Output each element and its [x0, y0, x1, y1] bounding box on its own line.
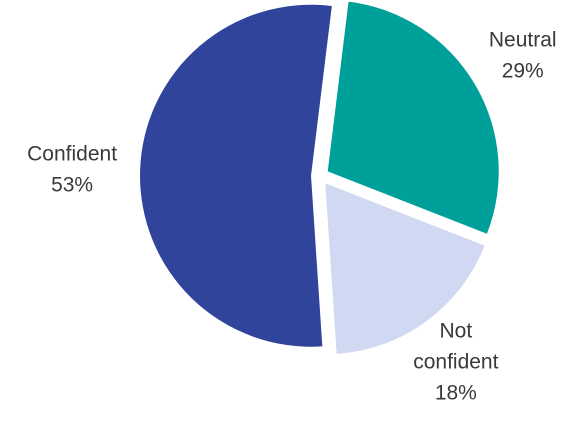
slice-category-label: Not — [439, 320, 472, 343]
slice-percent-label: 29% — [502, 60, 544, 83]
pie-labels: Neutral 29% Not confident 18% Confident 53% — [27, 29, 556, 405]
pie-slice — [140, 4, 332, 347]
pie-slice-label: Confident 53% — [27, 143, 117, 197]
pie-slice-label: Not confident 18% — [413, 320, 498, 405]
slice-category-label: confident — [413, 351, 498, 374]
pie-slices — [140, 1, 499, 354]
slice-percent-label: 53% — [51, 174, 93, 197]
slice-category-label: Neutral — [489, 29, 557, 52]
slice-category-label: Confident — [27, 143, 117, 166]
slice-percent-label: 18% — [435, 382, 477, 405]
pie-slice — [327, 1, 499, 234]
pie-slice-label: Neutral 29% — [489, 29, 557, 83]
pie-slice — [325, 183, 485, 354]
